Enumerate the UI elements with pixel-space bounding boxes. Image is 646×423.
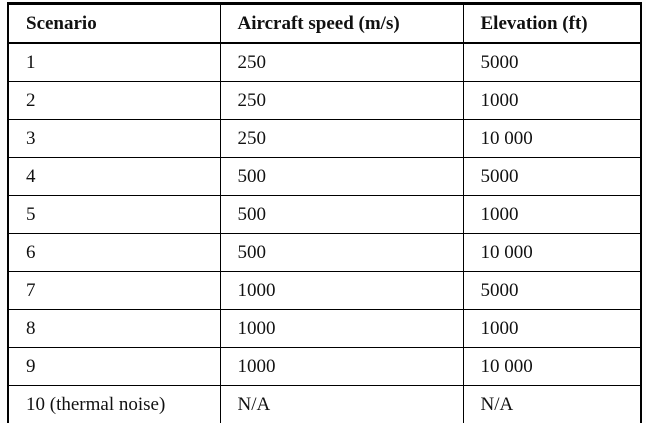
column-header-elevation: Elevation (ft) xyxy=(462,3,642,44)
table-cell: 10 (thermal noise) xyxy=(7,385,221,423)
table-row: 7 1000 5000 xyxy=(7,271,642,310)
table-cell: 1000 xyxy=(219,271,464,310)
table-cell: 250 xyxy=(219,42,464,82)
table-cell: 2 xyxy=(7,81,221,120)
table-cell: N/A xyxy=(462,385,642,423)
table-cell: 8 xyxy=(7,309,221,348)
table-cell: 6 xyxy=(7,233,221,272)
table-cell: 3 xyxy=(7,119,221,158)
table-cell: 4 xyxy=(7,157,221,196)
table-cell: 5 xyxy=(7,195,221,234)
table-cell: 10 000 xyxy=(462,233,642,272)
table-cell: 500 xyxy=(219,195,464,234)
table-row: 2 250 1000 xyxy=(7,81,642,120)
column-header-aircraft-speed: Aircraft speed (m/s) xyxy=(219,3,464,44)
table-cell: 500 xyxy=(219,157,464,196)
table-cell: 7 xyxy=(7,271,221,310)
table-cell: 250 xyxy=(219,119,464,158)
scenario-table: Scenario Aircraft speed (m/s) Elevation … xyxy=(7,2,642,423)
table-cell: 1 xyxy=(7,42,221,82)
table-row: 4 500 5000 xyxy=(7,157,642,196)
table-cell: 1000 xyxy=(219,309,464,348)
table-cell: 1000 xyxy=(219,347,464,386)
table-cell: N/A xyxy=(219,385,464,423)
column-header-scenario: Scenario xyxy=(7,3,221,44)
table-cell: 9 xyxy=(7,347,221,386)
table-cell: 10 000 xyxy=(462,119,642,158)
table-cell: 500 xyxy=(219,233,464,272)
table-cell: 1000 xyxy=(462,309,642,348)
table-row: 9 1000 10 000 xyxy=(7,347,642,386)
table-cell: 250 xyxy=(219,81,464,120)
table-cell: 5000 xyxy=(462,157,642,196)
table-row: 1 250 5000 xyxy=(7,42,642,82)
table-header-row: Scenario Aircraft speed (m/s) Elevation … xyxy=(7,3,642,44)
table-row: 5 500 1000 xyxy=(7,195,642,234)
table-cell: 1000 xyxy=(462,81,642,120)
table-cell: 10 000 xyxy=(462,347,642,386)
table-row: 8 1000 1000 xyxy=(7,309,642,348)
table-row: 6 500 10 000 xyxy=(7,233,642,272)
table-cell: 5000 xyxy=(462,42,642,82)
table-cell: 5000 xyxy=(462,271,642,310)
table-body: 1 250 5000 2 250 1000 3 250 10 000 4 500 5000 5 500 10… xyxy=(7,42,642,423)
table-row: 3 250 10 000 xyxy=(7,119,642,158)
table-cell: 1000 xyxy=(462,195,642,234)
table-row: 10 (thermal noise) N/A N/A xyxy=(7,385,642,423)
